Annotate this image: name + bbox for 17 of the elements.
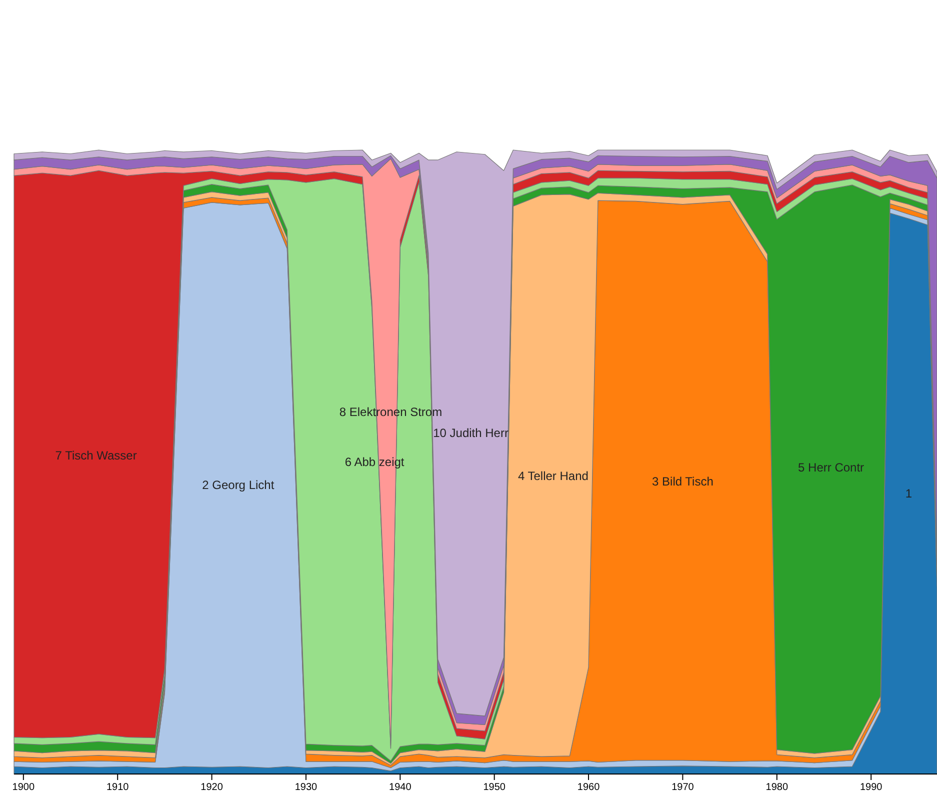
x-tick-label: 1950 xyxy=(483,782,506,794)
x-tick-label: 1920 xyxy=(200,782,224,794)
series-label: 7 Tisch Wasser xyxy=(55,448,137,463)
x-tick-label: 1970 xyxy=(672,782,694,794)
series-label: 3 Bild Tisch xyxy=(652,474,714,489)
series-label: 4 Teller Hand xyxy=(518,468,588,483)
series-label: 5 Herr Contr xyxy=(798,460,864,475)
x-tick-label: 1940 xyxy=(389,782,412,794)
series-label: 2 Georg Licht xyxy=(202,478,275,492)
x-tick-label: 1930 xyxy=(294,782,318,794)
x-tick-label: 1990 xyxy=(860,782,883,794)
x-tick-label: 1910 xyxy=(106,782,130,794)
series-label: 10 Judith Herr xyxy=(433,426,508,440)
x-tick-label: 1980 xyxy=(766,782,788,794)
x-tick-label: 1960 xyxy=(577,782,600,794)
series-label: 1 xyxy=(905,486,912,501)
x-tick-label: 1900 xyxy=(12,782,35,794)
